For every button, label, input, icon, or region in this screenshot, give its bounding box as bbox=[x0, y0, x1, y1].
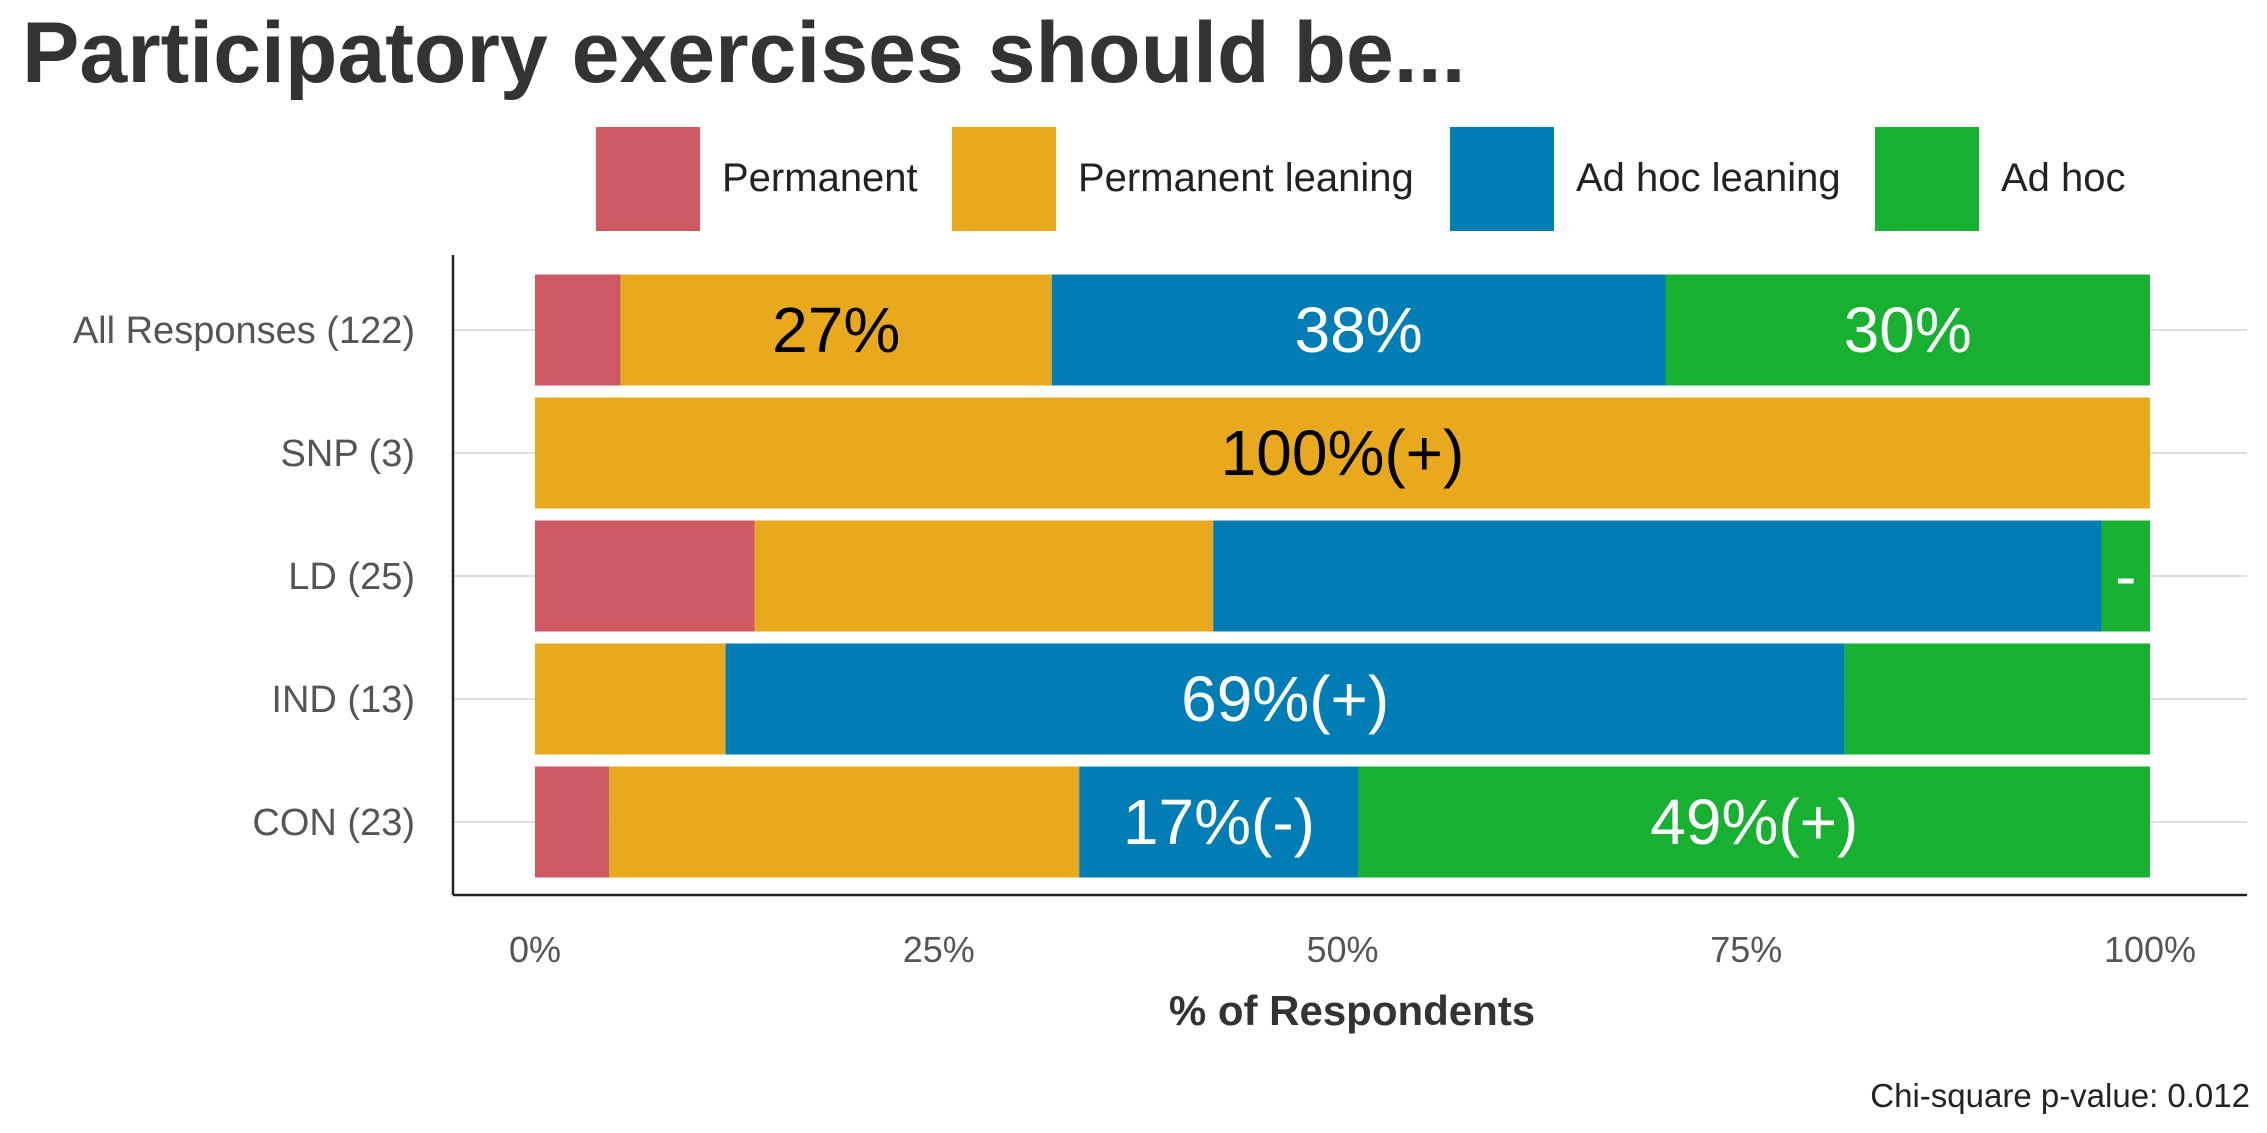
legend-label: Ad hoc leaning bbox=[1576, 156, 1841, 200]
axes bbox=[451, 255, 2247, 897]
x-axis-ticks: 0% 25% 50% 75% 100% bbox=[509, 929, 2196, 970]
bars bbox=[535, 274, 2150, 878]
category-label: LD (25) bbox=[288, 556, 415, 598]
x-tick-label: 0% bbox=[509, 929, 561, 970]
chi-square-note: Chi-square p-value: 0.012 bbox=[1870, 1077, 2250, 1114]
data-label: 38% bbox=[1295, 294, 1423, 366]
bar-segment bbox=[1665, 274, 2150, 386]
bar-segment bbox=[535, 274, 621, 386]
bar-segment bbox=[1358, 766, 2150, 878]
category-label: All Responses (122) bbox=[73, 310, 415, 352]
bar-segment bbox=[609, 766, 1080, 878]
x-tick-label: 100% bbox=[2104, 929, 2196, 970]
chart-title: Participatory exercises should be... bbox=[22, 5, 1465, 101]
legend-item: Ad hoc bbox=[1875, 127, 2126, 231]
bar-segment bbox=[1213, 520, 2102, 632]
data-label: - bbox=[2115, 540, 2136, 612]
category-label: CON (23) bbox=[252, 802, 415, 844]
data-label: 100%(+) bbox=[1221, 417, 1465, 489]
data-labels: 27% 38% 30% 100%(+) - 69%(+) 17%(-) 49%(+) bbox=[772, 294, 2136, 858]
x-tick-label: 75% bbox=[1710, 929, 1782, 970]
category-label: SNP (3) bbox=[281, 433, 415, 475]
legend-label: Ad hoc bbox=[2001, 156, 2126, 200]
data-label: 30% bbox=[1844, 294, 1972, 366]
bar-segment bbox=[535, 397, 2150, 509]
legend-label: Permanent leaning bbox=[1078, 156, 1414, 200]
bar-segment bbox=[1079, 766, 1359, 878]
category-label: IND (13) bbox=[271, 679, 415, 721]
legend-item: Permanent leaning bbox=[952, 127, 1414, 231]
legend-label: Permanent bbox=[722, 156, 918, 200]
x-tick-label: 25% bbox=[903, 929, 975, 970]
bar-segment bbox=[754, 520, 1214, 632]
category-labels: All Responses (122) SNP (3) LD (25) IND (13… bbox=[73, 310, 415, 844]
bar-segment bbox=[1844, 643, 2150, 755]
bar-segment bbox=[725, 643, 1845, 755]
legend-item: Permanent bbox=[596, 127, 918, 231]
data-label: 27% bbox=[772, 294, 900, 366]
data-label: 17%(-) bbox=[1123, 786, 1315, 858]
legend-swatch bbox=[1875, 127, 1979, 231]
legend-swatch bbox=[952, 127, 1056, 231]
data-label: 69%(+) bbox=[1181, 663, 1389, 735]
x-axis-title: % of Respondents bbox=[1169, 987, 1535, 1034]
bar-segment bbox=[535, 520, 755, 632]
x-tick-label: 50% bbox=[1306, 929, 1378, 970]
data-label: 49%(+) bbox=[1650, 786, 1858, 858]
bar-segment bbox=[1051, 274, 1666, 386]
legend-swatch bbox=[1450, 127, 1554, 231]
bar-segment bbox=[535, 643, 726, 755]
bar-segment bbox=[620, 274, 1052, 386]
legend: Permanent Permanent leaning Ad hoc leaning… bbox=[596, 127, 2126, 231]
legend-item: Ad hoc leaning bbox=[1450, 127, 1841, 231]
bar-segment bbox=[2101, 520, 2150, 632]
bar-segment bbox=[535, 766, 610, 878]
legend-swatch bbox=[596, 127, 700, 231]
